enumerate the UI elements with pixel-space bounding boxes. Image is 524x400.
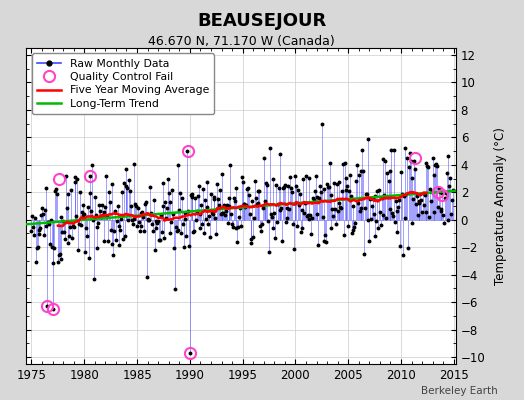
Title: 46.670 N, 71.170 W (Canada): 46.670 N, 71.170 W (Canada) bbox=[148, 35, 334, 48]
Text: Berkeley Earth: Berkeley Earth bbox=[421, 386, 498, 396]
Y-axis label: Temperature Anomaly (°C): Temperature Anomaly (°C) bbox=[494, 127, 507, 285]
Text: BEAUSEJOUR: BEAUSEJOUR bbox=[198, 12, 326, 30]
Legend: Raw Monthly Data, Quality Control Fail, Five Year Moving Average, Long-Term Tren: Raw Monthly Data, Quality Control Fail, … bbox=[31, 54, 214, 114]
